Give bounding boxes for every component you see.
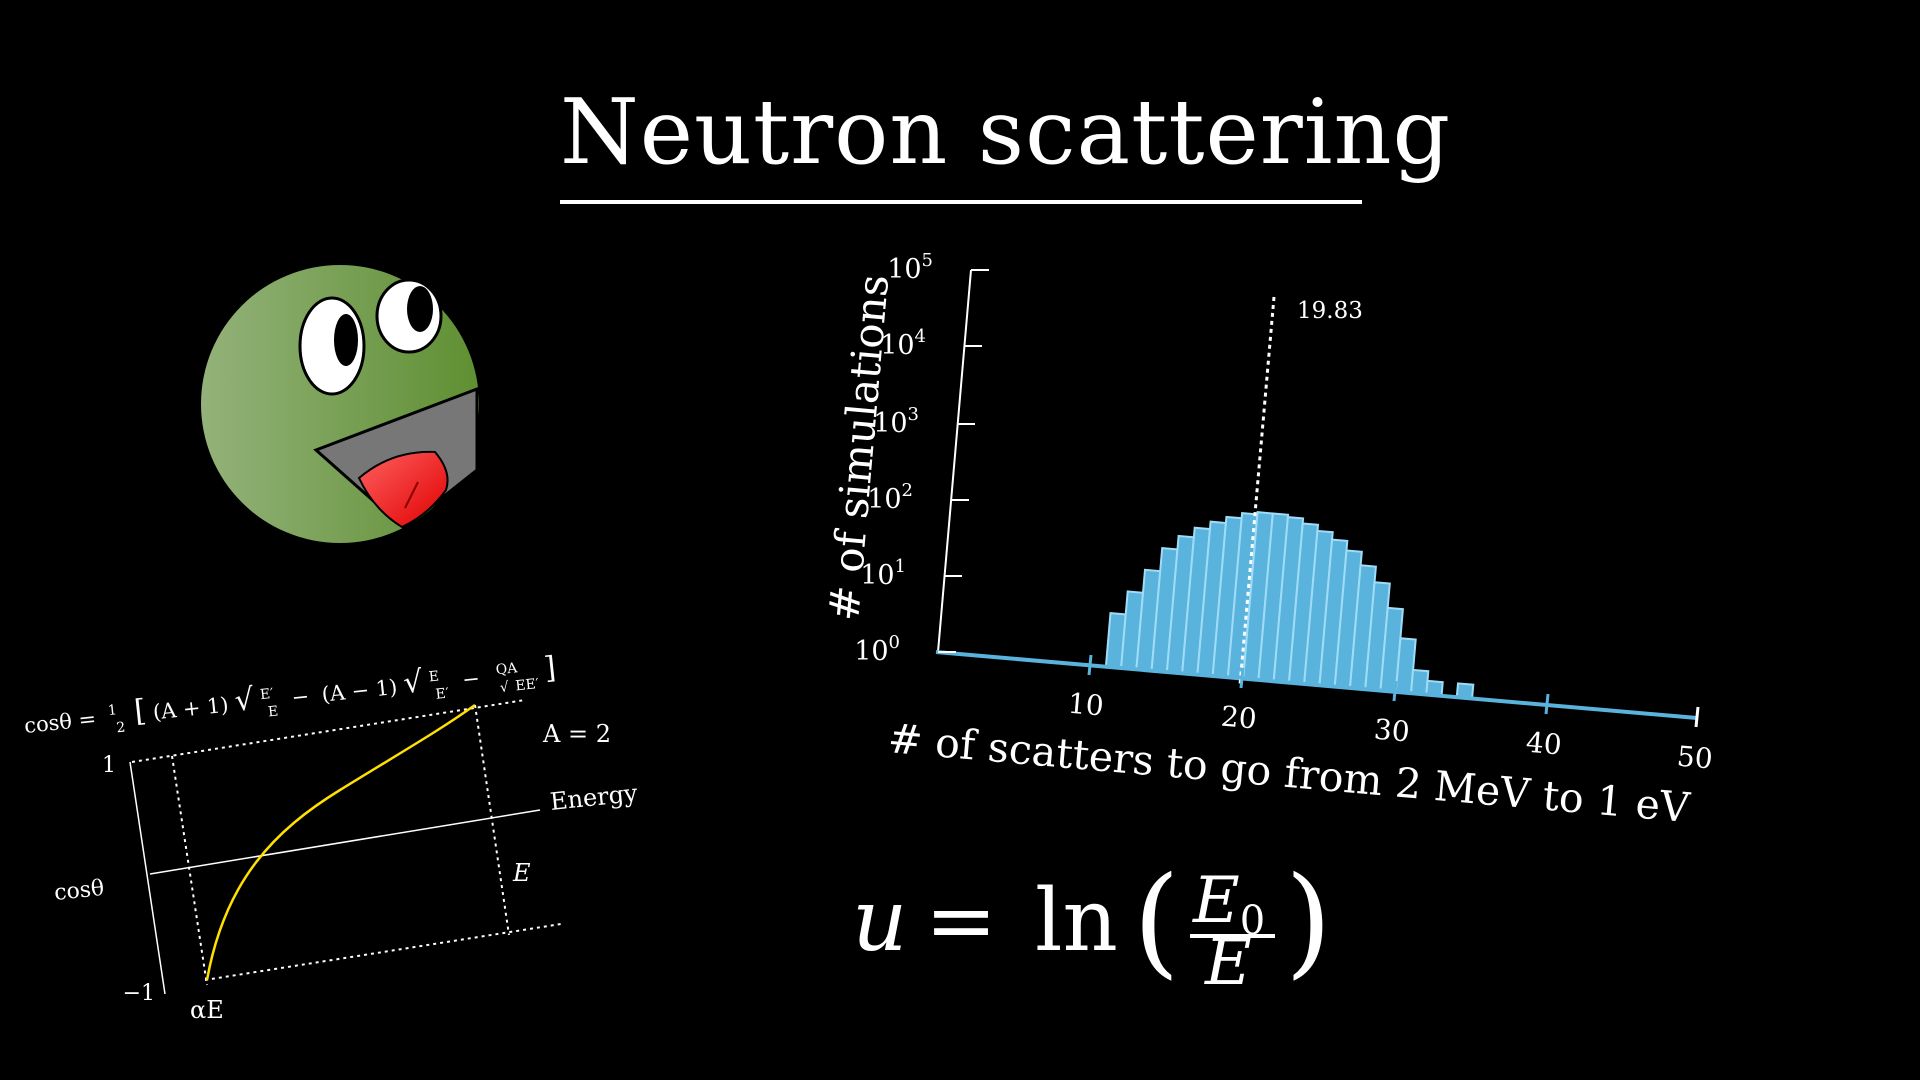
- small-plot-ylabel: cosθ: [53, 876, 105, 906]
- bottom-dotted-line: [204, 923, 562, 981]
- eq-lhs: u: [852, 871, 907, 971]
- eq-left-paren: (: [1133, 852, 1180, 991]
- eq-right-paren: ): [1285, 852, 1332, 991]
- x-tick-30: 30: [1373, 680, 1411, 749]
- cos-theta-plot: cosθ = 1 2 [ (A + 1) √ E′ E − (A − 1) √ …: [22, 649, 639, 1024]
- y-tick-label-5: 105: [887, 250, 933, 285]
- lethargy-equation: u = ln ( E0 E ): [852, 852, 1332, 1000]
- x-tick-10: 10: [1067, 654, 1105, 723]
- histogram-xlabel: # of scatters to go from 2 MeV to 1 eV: [886, 714, 1693, 832]
- histogram-bars: [1104, 511, 1475, 700]
- top-dotted-line: [131, 699, 526, 763]
- small-plot-y-top: 1: [102, 753, 116, 778]
- eq-denominator: E: [1204, 926, 1252, 1000]
- y-tick-0: 100: [854, 632, 956, 667]
- eq-equals: =: [925, 871, 997, 971]
- mean-line: [1238, 296, 1276, 686]
- creature-pupil-left: [334, 314, 358, 366]
- histogram-y-axis: [937, 269, 972, 653]
- y-tick-label-0: 100: [854, 632, 900, 667]
- x-tick-label-30: 30: [1373, 713, 1411, 749]
- small-plot-param: A = 2: [542, 720, 611, 748]
- y-tick-label-1: 101: [860, 556, 906, 591]
- creature-tongue: [357, 450, 449, 529]
- x-tick-label-50: 50: [1676, 740, 1714, 776]
- x-tick-label-40: 40: [1525, 726, 1563, 762]
- x-tick-label-20: 20: [1220, 700, 1258, 736]
- y-tick-label-4: 104: [880, 326, 926, 361]
- title-underline: [560, 200, 1362, 204]
- cos-theta-curve: [205, 703, 476, 981]
- cos-theta-formula: cosθ = 1 2 [ (A + 1) √ E′ E − (A − 1) √ …: [22, 649, 558, 747]
- x-tick-20: 20: [1220, 667, 1258, 736]
- creature-tongue-line: [404, 481, 419, 509]
- y-tick-4: 104: [880, 326, 982, 361]
- page-title: Neutron scattering: [560, 80, 1452, 185]
- y-tick-label-2: 102: [867, 480, 913, 515]
- x-tick-40: 40: [1525, 693, 1563, 762]
- small-plot-energy-axis: [149, 809, 541, 875]
- small-plot-energy-label: Energy: [549, 779, 639, 816]
- left-dotted-line: [171, 755, 208, 986]
- x-tick-50: 50: [1676, 706, 1714, 776]
- histogram: 19.83 100 101 102 103 104 105 10: [819, 250, 1714, 832]
- mean-label: 19.83: [1297, 298, 1363, 324]
- y-tick-1: 101: [860, 556, 962, 591]
- title-block: Neutron scattering: [560, 78, 1452, 204]
- y-tick-2: 102: [867, 480, 969, 515]
- formula-text: cosθ = 1 2 [ (A + 1) √ E′ E − (A − 1) √ …: [22, 649, 558, 747]
- x-tick-label-10: 10: [1067, 687, 1105, 723]
- y-tick-5: 105: [887, 250, 989, 285]
- small-plot-y-bottom: −1: [123, 981, 155, 1006]
- eq-ln: ln: [1035, 871, 1118, 971]
- neutron-creature-icon: [201, 265, 479, 543]
- small-plot-x-left: αE: [190, 996, 224, 1024]
- small-plot-y-axis: [129, 761, 166, 995]
- histogram-x-axis: [935, 650, 1698, 720]
- y-tick-label-3: 103: [873, 404, 919, 439]
- small-plot-x-right: E: [512, 859, 531, 887]
- y-tick-3: 103: [873, 404, 975, 439]
- creature-pupil-right: [407, 286, 433, 332]
